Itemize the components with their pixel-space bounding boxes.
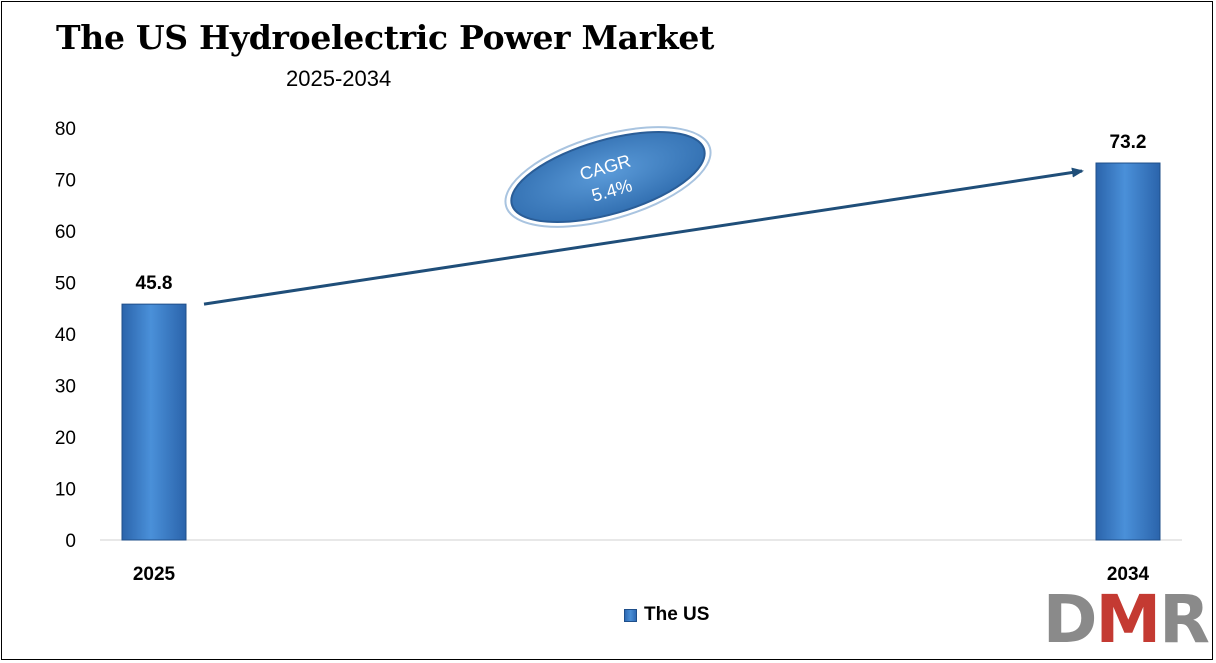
- y-tick-label: 0: [65, 531, 76, 552]
- y-tick-label: 10: [55, 480, 76, 501]
- y-tick-label: 70: [55, 171, 76, 192]
- logo-letter-d: D: [1042, 581, 1098, 658]
- cagr-arrow: [203, 167, 1084, 306]
- dmr-logo: D M R: [1042, 581, 1210, 658]
- x-category-label: 2025: [133, 564, 176, 585]
- bars-group: [121, 162, 1161, 541]
- data-label: 73.2: [1110, 132, 1147, 153]
- chart-subtitle: 2025-2034: [286, 66, 392, 91]
- data-label: 45.8: [136, 273, 173, 294]
- chart-title: The US Hydroelectric Power Market: [56, 18, 715, 57]
- legend-swatch: [624, 608, 637, 622]
- y-tick-label: 80: [55, 119, 76, 140]
- y-tick-label: 20: [55, 428, 76, 449]
- bar-2025: [121, 303, 187, 541]
- y-tick-label: 60: [55, 222, 76, 243]
- y-axis-ticks: 0 10 20 30 40 50 60 70 80: [55, 119, 76, 552]
- bar-2034: [1095, 162, 1161, 541]
- x-category-label: 2034: [1107, 564, 1150, 585]
- logo-letter-r: R: [1159, 581, 1210, 658]
- legend: The US: [624, 604, 709, 626]
- legend-label: The US: [644, 604, 710, 625]
- y-tick-label: 30: [55, 377, 76, 398]
- logo-letter-m: M: [1095, 581, 1161, 658]
- y-tick-label: 50: [55, 274, 76, 295]
- cagr-badge: CAGR 5.4%: [504, 126, 712, 228]
- data-labels: 45.8 73.2: [136, 132, 1147, 294]
- x-axis-categories: 2025 2034: [133, 564, 1150, 585]
- y-tick-label: 40: [55, 325, 76, 346]
